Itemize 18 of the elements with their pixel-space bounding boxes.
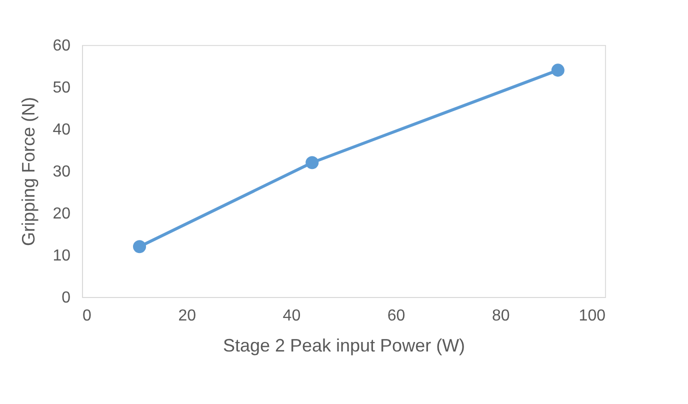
point	[306, 156, 319, 170]
x-tick-label: 0	[82, 308, 92, 324]
y-tick-label: 60	[52, 38, 71, 54]
y-tick-label: 0	[62, 290, 71, 306]
y-tick-label: 20	[52, 206, 71, 222]
x-tick-label: 20	[178, 308, 196, 324]
x-tick-label: 100	[578, 308, 606, 324]
x-axis-title: Stage 2 Peak input Power (W)	[222, 336, 466, 356]
x-tick-label: 60	[387, 308, 406, 324]
y-tick-label: 10	[52, 248, 71, 264]
point	[551, 64, 564, 77]
point	[133, 240, 146, 254]
x-tick-label: 80	[492, 308, 510, 324]
y-tick-label: 40	[52, 122, 71, 138]
y-tick-label: 30	[52, 164, 71, 180]
x-tick-label: 40	[282, 308, 301, 324]
y-tick-label: 50	[52, 80, 71, 96]
y-axis-title: Gripping Force (N)	[18, 96, 39, 246]
